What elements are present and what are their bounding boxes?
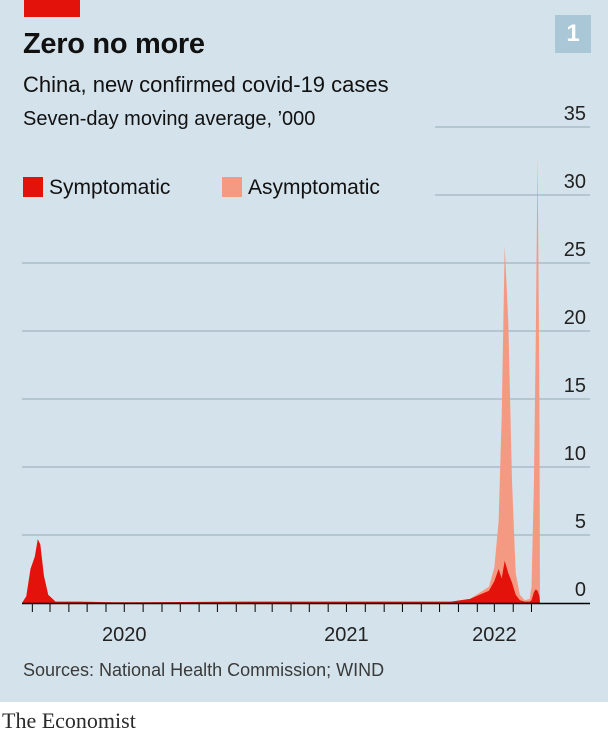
x-tick-label-2021: 2021 [324, 624, 369, 646]
series-area-asymptomatic [22, 155, 540, 603]
y-tick-label-0: 0 [575, 579, 586, 601]
legend-swatch-asymptomatic [222, 177, 242, 197]
series-area-symptomatic [22, 539, 540, 603]
y-tick-label-5: 5 [575, 511, 586, 533]
legend-item-asymptomatic: Asymptomatic [222, 176, 380, 200]
legend-item-symptomatic: Symptomatic [23, 176, 170, 200]
chart-number-badge: 1 [555, 15, 591, 53]
brand-red-tag [24, 0, 80, 17]
source-note: Sources: National Health Commission; WIN… [23, 660, 385, 680]
y-tick-label-30: 30 [564, 171, 586, 193]
legend-swatch-symptomatic [23, 177, 43, 197]
x-tick-label-2022: 2022 [472, 624, 517, 646]
chart-title: Zero no more [23, 28, 205, 60]
chart-unit-label: Seven-day moving average, ’000 [23, 108, 316, 130]
y-tick-label-10: 10 [564, 443, 586, 465]
y-tick-label-15: 15 [564, 375, 586, 397]
y-tick-label-20: 20 [564, 307, 586, 329]
chart-subtitle: China, new confirmed covid-19 cases [23, 72, 389, 97]
legend-label-asymptomatic: Asymptomatic [248, 176, 380, 199]
chart-plot-area: 0 5 10 15 20 25 30 35 2020 2021 2022 [22, 103, 590, 646]
legend-label-symptomatic: Symptomatic [49, 176, 171, 199]
x-tick-label-2020: 2020 [102, 624, 147, 646]
brand-logo-text: The Economist [2, 708, 136, 733]
y-tick-label-25: 25 [564, 239, 586, 261]
y-tick-label-35: 35 [564, 103, 586, 125]
